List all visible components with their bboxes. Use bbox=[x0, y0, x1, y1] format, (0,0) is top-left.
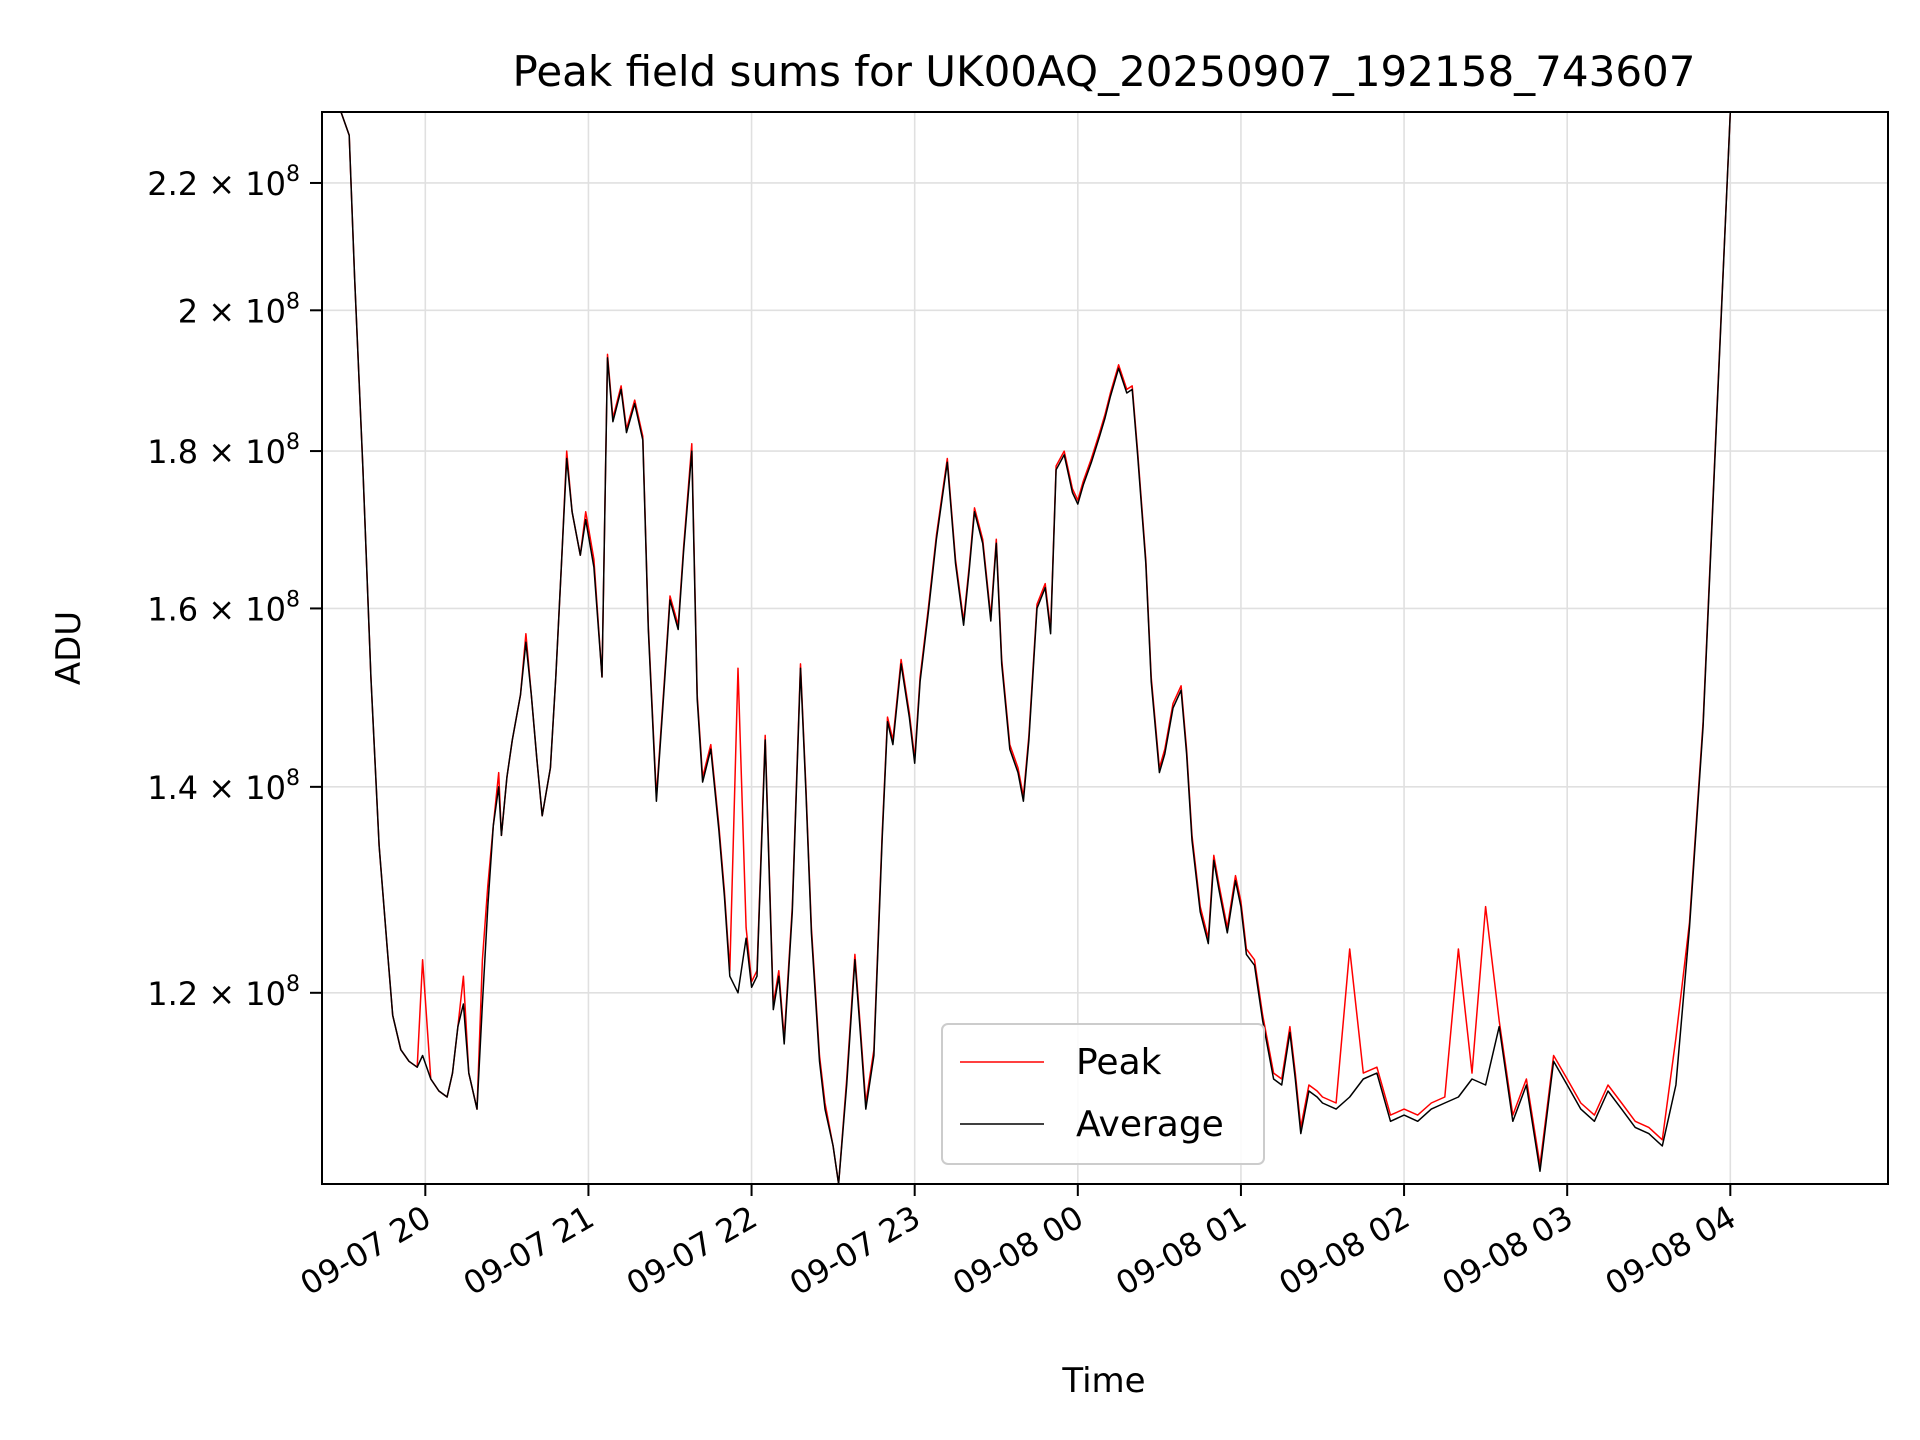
plot-frame bbox=[321, 111, 1889, 1185]
series-line-average bbox=[340, 111, 1875, 1185]
y-tick-exponent: 8 bbox=[286, 972, 300, 997]
y-tick-exponent: 8 bbox=[286, 766, 300, 791]
x-axis: 09-07 20 09-07 21 09-07 22 09-07 23 09-08 00… bbox=[294, 1184, 1743, 1303]
x-tick-label: 09-08 01 bbox=[1109, 1198, 1253, 1303]
y-tick-mantissa: 1.8 bbox=[147, 433, 198, 471]
y-axis: 1.2 × 108 1.4 × 108 1.6 × 108 1.8 × 108 2 × … bbox=[147, 162, 322, 1013]
y-tick-mantissa: 1.2 bbox=[147, 975, 198, 1013]
legend-label-average: Average bbox=[1076, 1104, 1224, 1145]
legend-label-peak: Peak bbox=[1076, 1042, 1162, 1083]
series-layer bbox=[340, 111, 1875, 1185]
y-tick-label: 1.2 × 108 bbox=[147, 972, 300, 1013]
y-tick-label: 1.4 × 108 bbox=[147, 766, 300, 807]
x-tick-label: 09-07 22 bbox=[620, 1198, 764, 1303]
x-tick-label: 09-08 03 bbox=[1436, 1198, 1580, 1303]
grid-lines bbox=[322, 112, 1888, 1184]
y-tick-mantissa: 1.4 bbox=[147, 769, 198, 807]
x-tick-label: 09-08 02 bbox=[1272, 1198, 1416, 1303]
y-tick-exponent: 8 bbox=[286, 430, 300, 455]
y-tick-mantissa: 2.2 bbox=[147, 165, 198, 203]
y-axis-label: ADU bbox=[49, 611, 89, 685]
x-tick-label: 09-07 21 bbox=[457, 1198, 601, 1303]
y-tick-label: 1.6 × 108 bbox=[147, 587, 300, 628]
y-tick-mantissa: 2 bbox=[178, 292, 198, 330]
chart-title: Peak field sums for UK00AQ_20250907_1921… bbox=[512, 47, 1695, 96]
y-tick-exponent: 8 bbox=[286, 587, 300, 612]
x-tick-label: 09-07 20 bbox=[294, 1198, 438, 1303]
y-tick-mantissa: 1.6 bbox=[147, 590, 198, 628]
y-tick-label: 2.2 × 108 bbox=[147, 162, 300, 203]
y-tick-label: 1.8 × 108 bbox=[147, 430, 300, 471]
x-tick-label: 09-08 00 bbox=[946, 1198, 1090, 1303]
y-tick-exponent: 8 bbox=[286, 162, 300, 187]
legend: Peak Average bbox=[941, 1023, 1265, 1165]
y-tick-label: 2 × 108 bbox=[178, 289, 300, 330]
x-axis-label: Time bbox=[1061, 1361, 1145, 1401]
legend-frame bbox=[941, 1023, 1265, 1165]
x-tick-label: 09-07 23 bbox=[783, 1198, 927, 1303]
x-tick-label: 09-08 04 bbox=[1599, 1198, 1743, 1303]
y-tick-exponent: 8 bbox=[286, 289, 300, 314]
